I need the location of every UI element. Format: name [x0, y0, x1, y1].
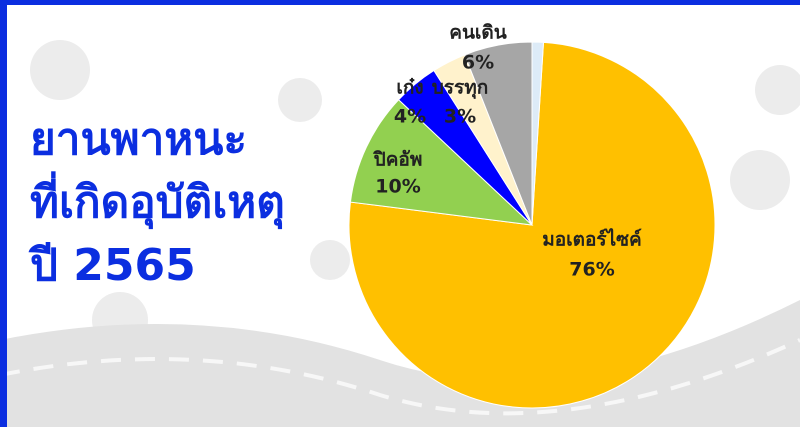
frame-left	[0, 0, 7, 427]
pie-slice	[531, 41, 545, 226]
title-line: ยานพาหนะ	[30, 114, 247, 165]
slice-label: ปิคอัพ	[373, 149, 423, 171]
slice-value: 4%	[394, 106, 426, 128]
slice-value: 6%	[462, 52, 494, 74]
slice-label: บรรทุก	[432, 77, 489, 100]
frame-top	[0, 0, 800, 5]
title-line: ที่เกิดอุบัติเหตุ	[30, 171, 285, 230]
slice-value: 3%	[444, 106, 476, 128]
slice-label: เก๋ง	[396, 77, 423, 99]
pie-slice	[349, 99, 534, 226]
slice-value: 10%	[375, 176, 420, 198]
slice-value: 76%	[569, 259, 614, 281]
slice-label: มอเตอร์ไซค์	[542, 228, 642, 251]
slice-label: คนเดิน	[449, 22, 507, 44]
title-line: ปี 2565	[28, 240, 196, 291]
